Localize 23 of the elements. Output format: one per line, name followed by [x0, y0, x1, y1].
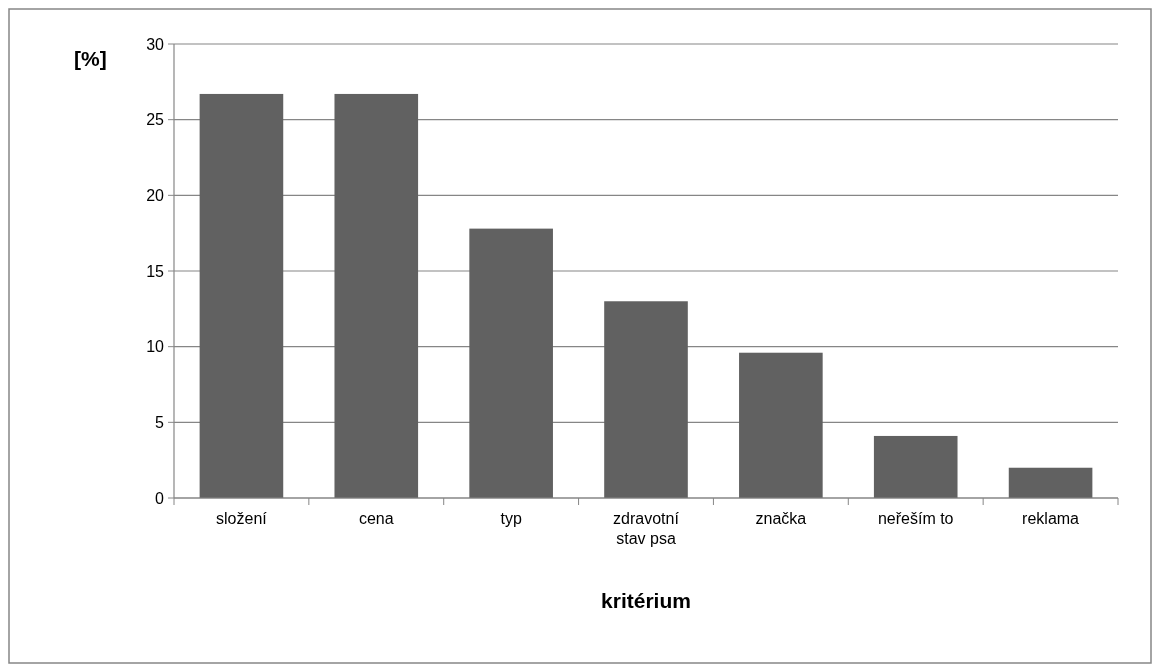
- x-tick-label: neřeším to: [877, 510, 954, 527]
- y-tick-label: 15: [146, 262, 165, 280]
- bar: [469, 228, 553, 498]
- x-tick-label: zdravotní stav psa: [613, 510, 680, 547]
- y-axis-title: [%]: [74, 47, 107, 70]
- x-tick-label: reklama: [1022, 510, 1080, 527]
- x-tick-label: cena: [358, 510, 394, 527]
- x-tick-label: typ: [500, 510, 522, 527]
- y-tick-label: 5: [155, 413, 165, 431]
- bar: [873, 435, 958, 498]
- y-tick-label: 0: [155, 489, 165, 507]
- bar: [199, 93, 284, 498]
- bar: [604, 301, 688, 498]
- x-axis-title: kritérium: [601, 589, 691, 612]
- bar: [739, 352, 823, 498]
- y-tick-label: 25: [146, 111, 165, 129]
- x-tick-label: složení: [216, 510, 268, 527]
- y-tick-label: 20: [146, 186, 165, 204]
- bar: [334, 93, 419, 498]
- bar: [1008, 467, 1093, 498]
- y-tick-label: 10: [146, 338, 165, 356]
- y-tick-label: 30: [146, 35, 165, 53]
- x-tick-label: značka: [755, 510, 807, 527]
